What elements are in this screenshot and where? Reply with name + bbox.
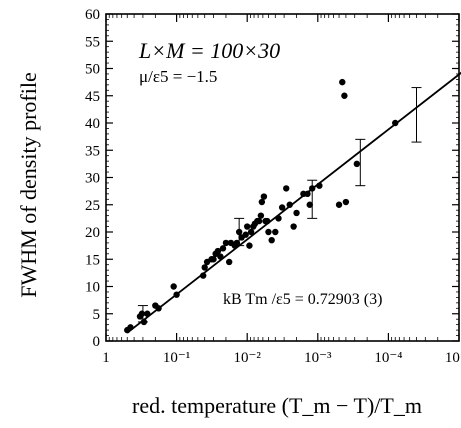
data-point: [265, 228, 272, 236]
x-tick-label: 10⁻⁴: [374, 350, 402, 366]
data-point: [264, 217, 271, 225]
y-axis-ticks: 0 5 10 15 20 25 30 35 40 45 50 55 60: [85, 7, 459, 350]
data-point: [290, 223, 297, 230]
data-point: [268, 236, 275, 244]
data-point: [258, 198, 266, 206]
system-size-annotation: L×M = 100×30: [138, 38, 280, 63]
data-point: [275, 215, 282, 222]
data-point: [170, 283, 177, 290]
data-point: [225, 258, 233, 266]
x-tick-label: 1: [102, 350, 110, 366]
data-point: [255, 217, 263, 225]
data-point: [173, 291, 180, 298]
data-point: [222, 239, 230, 247]
y-tick-label: 45: [85, 89, 100, 105]
data-point: [246, 242, 253, 249]
data-point: [127, 324, 134, 331]
data-point: [244, 223, 251, 230]
y-tick-label: 60: [85, 7, 100, 23]
data-point: [306, 201, 313, 208]
data-point: [155, 305, 162, 312]
data-point: [242, 231, 249, 238]
y-tick-label: 55: [85, 34, 100, 50]
data-point: [247, 228, 255, 236]
data-point: [217, 253, 224, 260]
data-point: [309, 185, 316, 192]
y-tick-label: 0: [93, 334, 101, 350]
data-point: [233, 239, 241, 247]
data-point: [278, 204, 286, 211]
data-point: [201, 264, 208, 271]
data-point: [304, 190, 311, 198]
data-point: [342, 198, 350, 206]
data-marks: [124, 71, 461, 334]
data-point: [283, 185, 290, 192]
data-point: [257, 212, 265, 219]
y-tick-label: 20: [85, 225, 100, 241]
data-point: [335, 201, 343, 208]
data-point: [210, 256, 217, 263]
data-point: [140, 318, 148, 326]
x-tick-label: 10⁻²: [233, 350, 261, 366]
data-point: [272, 228, 279, 236]
x-tick-label: 10⁻¹: [163, 350, 190, 366]
y-tick-label: 25: [85, 198, 100, 214]
data-point: [392, 119, 399, 127]
y-tick-label: 35: [85, 143, 100, 159]
y-tick-label: 5: [93, 307, 101, 323]
chemical-potential-annotation: μ/ε5 = −1.5: [139, 67, 217, 86]
data-point: [235, 228, 243, 236]
data-point: [286, 201, 293, 208]
data-point: [260, 193, 268, 200]
data-point: [144, 310, 151, 317]
data-point: [353, 160, 361, 168]
x-axis-title: red. temperature (T_m − T)/T_m: [132, 393, 422, 418]
y-tick-label: 10: [85, 280, 100, 296]
y-axis-title: FWHM of density profile: [16, 72, 41, 297]
data-point: [199, 272, 207, 279]
y-tick-label: 30: [85, 171, 100, 187]
data-point: [293, 209, 300, 217]
data-point: [339, 78, 346, 86]
x-tick-label: 10⁻³: [304, 350, 332, 366]
y-tick-label: 40: [85, 116, 100, 132]
y-tick-label: 50: [85, 62, 100, 78]
melting-temperature-annotation: kB Tm /ε5 = 0.72903 (3): [223, 291, 382, 308]
data-point: [341, 92, 348, 99]
data-point: [219, 245, 227, 252]
data-point: [138, 310, 146, 317]
y-tick-label: 15: [85, 252, 100, 268]
fit-line: [126, 71, 461, 334]
data-point: [214, 247, 222, 255]
x-tick-label: 10⁻⁵: [445, 350, 461, 366]
x-axis-ticks: 1 10⁻¹ 10⁻² 10⁻³ 10⁻⁴ 10⁻⁵: [102, 14, 461, 366]
data-point: [316, 182, 323, 189]
